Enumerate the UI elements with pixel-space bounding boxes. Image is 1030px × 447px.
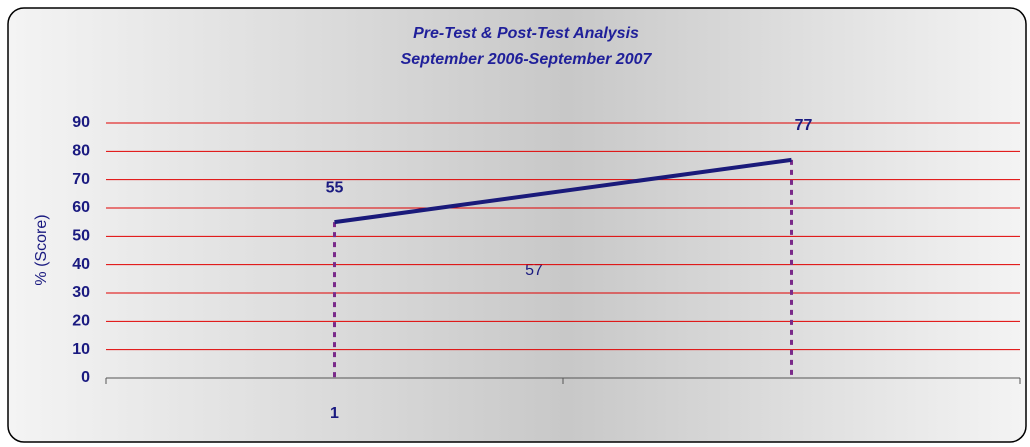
chart-subtitle: September 2006-September 2007 — [401, 51, 653, 68]
y-tick-label: 50 — [72, 228, 90, 245]
y-tick-label: 60 — [72, 199, 90, 216]
y-tick-label: 0 — [81, 369, 90, 386]
data-label: 77 — [795, 117, 813, 134]
y-tick-label: 80 — [72, 143, 90, 160]
y-tick-label: 90 — [72, 114, 90, 131]
chart-frame — [7, 7, 1027, 443]
y-tick-label: 10 — [72, 341, 90, 358]
y-tick-label: 70 — [72, 171, 90, 188]
x-tick-label: 1 — [330, 405, 339, 422]
annotation: 57 — [525, 262, 543, 279]
y-tick-label: 20 — [72, 313, 90, 330]
data-label: 55 — [326, 179, 344, 196]
y-axis-label: % (Score) — [33, 214, 50, 285]
y-tick-label: 40 — [72, 256, 90, 273]
chart-title: Pre-Test & Post-Test Analysis — [413, 25, 639, 42]
data-line — [334, 157, 792, 225]
y-tick-label: 30 — [72, 284, 90, 301]
